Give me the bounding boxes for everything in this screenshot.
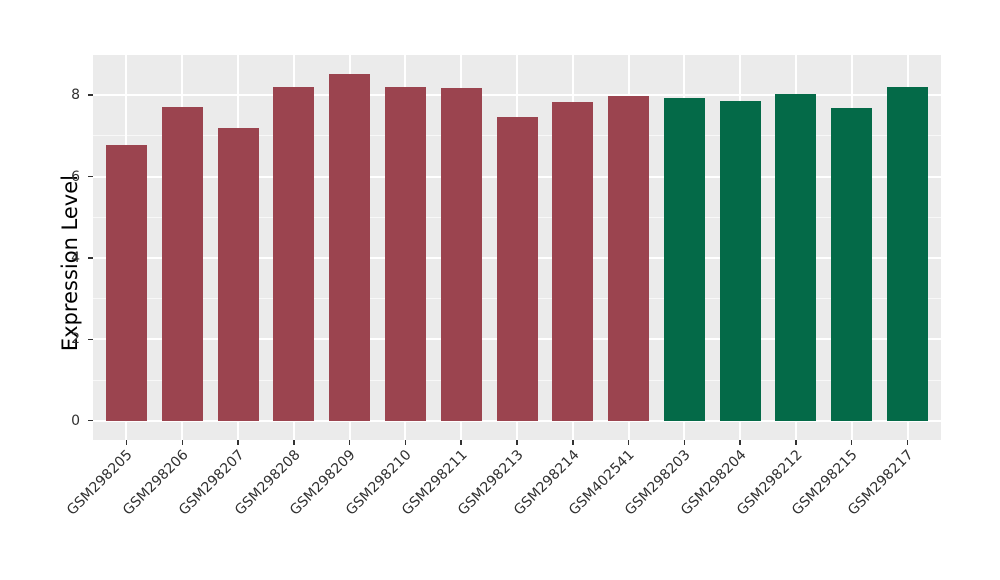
plot-panel xyxy=(93,55,941,440)
x-tick-mark xyxy=(348,440,351,445)
x-tick-mark xyxy=(627,440,630,445)
x-tick-mark xyxy=(906,440,909,445)
bar-GSM298203 xyxy=(663,98,705,421)
x-tick-mark xyxy=(739,440,741,445)
bar-GSM298217 xyxy=(887,86,929,421)
x-tick-mark xyxy=(237,440,239,445)
x-tick-mark xyxy=(125,440,128,445)
x-tick-mark xyxy=(404,440,407,445)
x-tick-mark xyxy=(181,440,183,445)
y-tick-mark xyxy=(88,257,93,259)
bar-GSM298213 xyxy=(496,117,538,421)
bar-GSM298214 xyxy=(552,101,594,421)
bar-GSM298215 xyxy=(831,108,873,421)
y-tick-label: 2 xyxy=(71,331,80,348)
x-tick-mark xyxy=(683,440,686,445)
x-tick-mark xyxy=(850,440,853,445)
y-tick-label: 4 xyxy=(71,249,80,266)
x-tick-mark xyxy=(516,440,518,445)
x-tick-mark xyxy=(572,440,574,445)
bar-GSM402541 xyxy=(608,96,650,421)
y-tick-mark xyxy=(88,338,93,341)
bar-GSM298205 xyxy=(105,145,147,421)
bar-GSM298209 xyxy=(329,73,371,421)
x-tick-mark xyxy=(795,440,797,445)
y-tick-label: 6 xyxy=(71,168,80,185)
y-tick-mark xyxy=(88,175,93,178)
x-tick-mark xyxy=(293,440,295,445)
y-tick-label: 8 xyxy=(71,87,80,104)
bar-GSM298206 xyxy=(161,107,203,421)
y-tick-mark xyxy=(88,419,93,422)
bar-GSM298208 xyxy=(273,87,315,421)
bar-GSM298207 xyxy=(217,128,259,421)
y-tick-mark xyxy=(88,94,93,96)
bar-GSM298204 xyxy=(719,101,761,421)
bar-GSM298212 xyxy=(775,94,817,421)
bar-GSM298211 xyxy=(440,88,482,421)
bar-GSM298210 xyxy=(384,86,426,421)
y-tick-label: 0 xyxy=(71,412,80,429)
x-tick-mark xyxy=(460,440,462,445)
